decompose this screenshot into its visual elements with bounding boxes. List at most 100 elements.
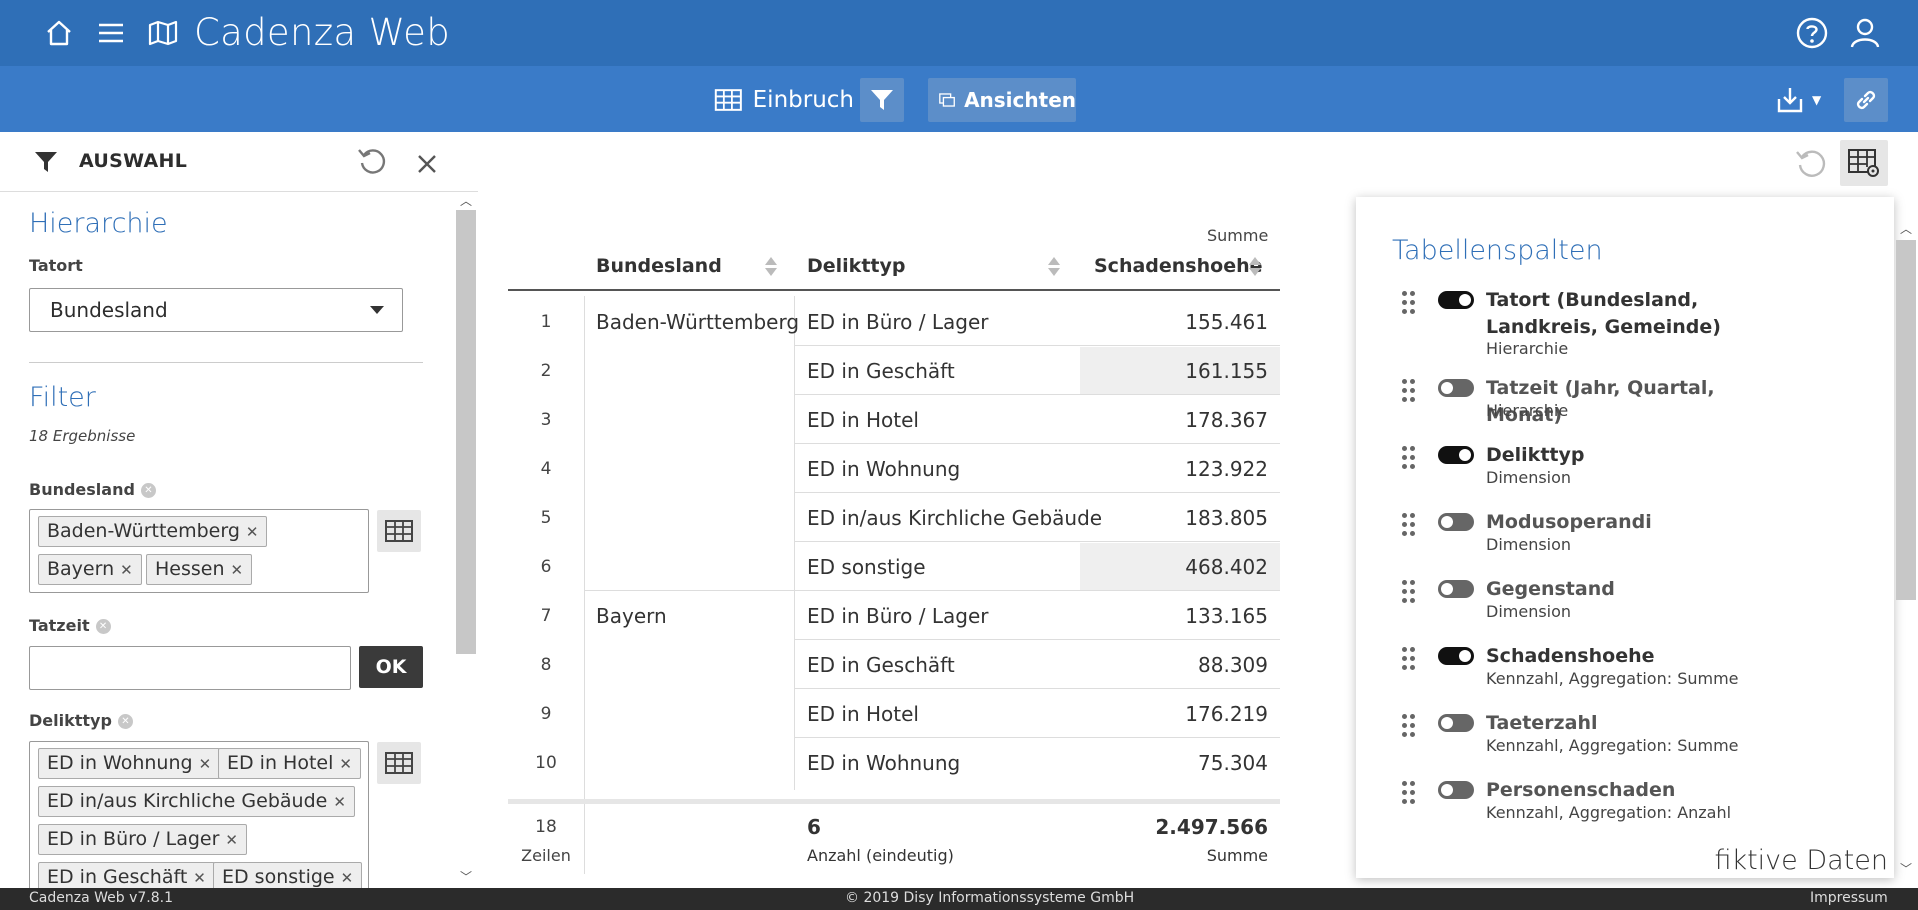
column-visibility-toggle[interactable] <box>1438 513 1474 531</box>
filter-tag[interactable]: ED in/aus Kirchliche Gebäude ✕ <box>38 786 355 817</box>
remove-tag-icon[interactable]: ✕ <box>225 831 238 849</box>
column-header-delikttyp[interactable]: Delikttyp <box>807 255 906 277</box>
hierarchie-select-value: Bundesland <box>50 298 168 322</box>
sort-icon[interactable] <box>1048 257 1060 276</box>
menu-icon[interactable] <box>92 14 130 52</box>
column-name: Modusoperandi <box>1486 511 1652 533</box>
map-icon[interactable] <box>144 14 182 52</box>
remove-tag-icon[interactable]: ✕ <box>333 793 346 811</box>
bundesland-picker-button[interactable] <box>377 510 421 552</box>
tatort-label: Tatort <box>29 256 83 275</box>
column-visibility-toggle[interactable] <box>1438 580 1474 598</box>
drag-handle-icon[interactable] <box>1402 781 1416 805</box>
remove-tag-icon[interactable]: ✕ <box>340 869 354 887</box>
drag-handle-icon[interactable] <box>1402 647 1416 671</box>
clear-filter-icon[interactable]: ✕ <box>140 483 156 498</box>
clear-filter-icon[interactable]: ✕ <box>117 714 133 729</box>
cell-delikttyp: ED in Wohnung <box>807 751 961 775</box>
column-visibility-toggle[interactable] <box>1438 291 1474 309</box>
view-selector-button[interactable]: Einbruch <box>714 78 854 122</box>
remove-tag-icon[interactable]: ✕ <box>198 755 212 773</box>
remove-tag-icon[interactable]: ✕ <box>120 561 133 579</box>
remove-tag-icon[interactable]: ✕ <box>245 523 259 541</box>
column-visibility-toggle[interactable] <box>1438 379 1474 397</box>
help-icon[interactable] <box>1793 14 1831 52</box>
column-name: Schadenshoehe <box>1486 645 1655 667</box>
home-icon[interactable] <box>40 14 78 52</box>
row-divider <box>794 737 1280 738</box>
hierarchie-select[interactable]: Bundesland <box>29 288 403 332</box>
scroll-down-icon[interactable]: ﹀ <box>1900 862 1913 876</box>
close-icon[interactable] <box>416 153 438 175</box>
chevron-down-icon: ▼ <box>1812 93 1822 107</box>
remove-tag-icon[interactable]: ✕ <box>339 755 352 773</box>
impressum-link[interactable]: Impressum <box>1810 890 1888 906</box>
ansichten-button[interactable]: Ansichten <box>928 78 1076 122</box>
filter-toggle-button[interactable] <box>860 78 904 122</box>
table-settings-button[interactable] <box>1840 140 1888 186</box>
drag-handle-icon[interactable] <box>1402 379 1416 403</box>
drag-handle-icon[interactable] <box>1402 291 1416 315</box>
divider <box>29 362 423 363</box>
reset-icon[interactable] <box>356 145 388 177</box>
bundesland-tag-input[interactable]: Baden-Württemberg ✕ Bayern ✕ Hessen ✕ <box>29 509 369 593</box>
cell-schadenshoehe: 183.805 <box>1185 506 1268 530</box>
filter-tag[interactable]: ED in Büro / Lager ✕ <box>38 824 247 855</box>
filter-tag[interactable]: ED in Hotel ✕ <box>218 748 361 779</box>
panel-scrollbar[interactable]: ︿ ﹀ <box>454 188 478 888</box>
footer-divider <box>508 799 1280 804</box>
drag-handle-icon[interactable] <box>1402 513 1416 537</box>
remove-tag-icon[interactable]: ✕ <box>193 869 206 887</box>
row-number: 8 <box>540 655 552 675</box>
share-link-button[interactable] <box>1844 78 1888 122</box>
column-visibility-toggle[interactable] <box>1438 714 1474 732</box>
user-icon[interactable] <box>1846 14 1884 52</box>
scrollbar-thumb[interactable] <box>456 210 476 654</box>
scroll-up-icon[interactable]: ︿ <box>460 194 473 208</box>
row-divider <box>794 688 1280 689</box>
sort-icon[interactable] <box>1249 257 1261 276</box>
column-header-schadenshoehe[interactable]: Schadenshoehe <box>1094 255 1263 277</box>
filter-tag[interactable]: Bayern ✕ <box>38 554 142 585</box>
cell-schadenshoehe: 155.461 <box>1185 310 1268 334</box>
remove-tag-icon[interactable]: ✕ <box>230 561 244 579</box>
filter-tag[interactable]: ED in Geschäft ✕ <box>38 862 215 893</box>
column-visibility-toggle[interactable] <box>1438 647 1474 665</box>
row-number: 9 <box>540 704 552 724</box>
tatzeit-ok-button[interactable]: OK <box>359 646 423 688</box>
delikttyp-picker-button[interactable] <box>377 742 421 784</box>
row-number: 3 <box>540 410 552 430</box>
filter-tag[interactable]: Hessen ✕ <box>146 554 253 585</box>
drag-handle-icon[interactable] <box>1402 446 1416 470</box>
scroll-down-icon[interactable]: ﹀ <box>460 870 473 884</box>
filter-tag[interactable]: ED in Wohnung ✕ <box>38 748 221 779</box>
scrollbar-thumb[interactable] <box>1896 240 1916 600</box>
delikttyp-tag-input[interactable]: ED in Wohnung ✕ ED in Hotel ✕ ED in/aus Ki… <box>29 741 369 901</box>
selection-panel: AUSWAHL Hierarchie Tatort Bundesland Fil… <box>0 132 478 901</box>
column-visibility-toggle[interactable] <box>1438 781 1474 799</box>
cell-schadenshoehe: 161.155 <box>1185 359 1268 383</box>
filter-tag[interactable]: Baden-Württemberg ✕ <box>38 516 268 547</box>
download-button[interactable]: ▼ <box>1776 78 1828 122</box>
row-divider <box>794 394 1280 395</box>
filter-tag-label: ED sonstige <box>222 866 335 888</box>
filter-tag[interactable]: ED sonstige ✕ <box>213 862 363 893</box>
drag-handle-icon[interactable] <box>1402 580 1416 604</box>
result-count: 18 Ergebnisse <box>29 427 136 445</box>
view-toolbar: Einbruch Ansichten ▼ <box>0 66 1918 132</box>
column-header-bundesland[interactable]: Bundesland <box>596 255 722 277</box>
column-visibility-toggle[interactable] <box>1438 446 1474 464</box>
copyright-text: © 2019 Disy Informationssysteme GmbH <box>845 890 1135 906</box>
cell-delikttyp: ED in Geschäft <box>807 359 955 383</box>
column-divider <box>584 296 585 874</box>
cell-delikttyp: ED in/aus Kirchliche Gebäude <box>807 506 1103 530</box>
refresh-icon[interactable] <box>1793 146 1827 180</box>
clear-filter-icon[interactable]: ✕ <box>95 619 111 634</box>
sort-icon[interactable] <box>765 257 777 276</box>
tatzeit-input[interactable] <box>29 646 351 690</box>
table-scrollbar[interactable]: ︿ ﹀ <box>1894 220 1918 878</box>
scroll-up-icon[interactable]: ︿ <box>1900 222 1913 236</box>
drag-handle-icon[interactable] <box>1402 714 1416 738</box>
column-name: Tatort (Bundesland, Landkreis, Gemeinde) <box>1486 289 1721 338</box>
row-number: 6 <box>540 557 552 577</box>
